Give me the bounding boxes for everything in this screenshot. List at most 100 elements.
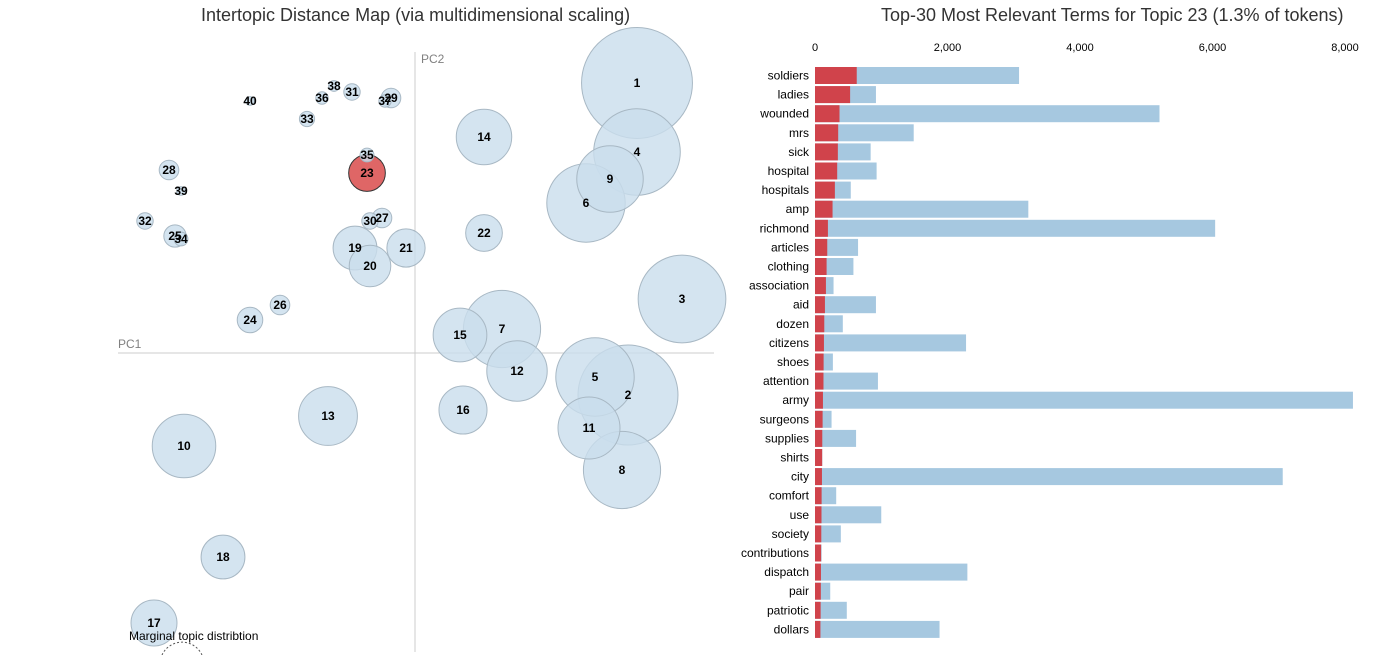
topic-bubble-label-29: 29 <box>384 91 398 105</box>
overall-bar-attention <box>815 372 878 390</box>
term-labels[interactable]: soldiers ladies wounded mrs sick hospital hosp… <box>741 69 810 637</box>
overall-bar-association <box>815 277 834 295</box>
topic-bubble-30[interactable] <box>361 212 379 230</box>
topic-bubble-16[interactable] <box>438 385 488 435</box>
term-label-ladies[interactable]: ladies <box>778 88 809 102</box>
term-label-dispatch[interactable]: dispatch <box>764 565 809 579</box>
topic-bubble-33[interactable] <box>298 110 316 128</box>
topic-bar-mrs <box>815 124 839 142</box>
topic-bubble-label-5: 5 <box>592 370 599 384</box>
intertopic-distance-map[interactable]: PC1 PC2 12345678910111213141516171819202… <box>0 0 727 655</box>
topic-bar-clothing <box>815 258 827 275</box>
topic-bubble-31[interactable] <box>343 83 361 101</box>
topic-bubbles[interactable] <box>130 27 727 647</box>
topic-bubble-18[interactable] <box>200 534 246 580</box>
topic-bubble-label-22: 22 <box>477 226 491 240</box>
term-label-hospitals[interactable]: hospitals <box>762 183 809 197</box>
topic-bubble-label-17: 17 <box>147 616 161 630</box>
term-label-mrs[interactable]: mrs <box>789 126 809 140</box>
overall-bar-shirts <box>815 449 823 466</box>
topic-bubble-13[interactable] <box>298 386 358 446</box>
x-tick-label: 4,000 <box>1066 42 1094 54</box>
topic-bubble-12[interactable] <box>486 340 548 402</box>
term-label-aid[interactable]: aid <box>793 298 809 312</box>
topic-bubble-34[interactable] <box>173 231 189 247</box>
term-label-citizens[interactable]: citizens <box>769 336 809 350</box>
pc1-axis-label: PC1 <box>118 337 142 351</box>
topic-bubble-38[interactable] <box>328 80 340 92</box>
topic-bubble-label-31: 31 <box>345 85 359 99</box>
term-label-surgeons[interactable]: surgeons <box>760 412 809 426</box>
topic-bubble-label-4: 4 <box>634 145 641 159</box>
topic-bubble-label-30: 30 <box>363 214 377 228</box>
topic-bar-richmond <box>815 219 828 237</box>
topic-bubble-label-35: 35 <box>360 148 374 162</box>
topic-bubble-32[interactable] <box>136 212 154 230</box>
term-label-pair[interactable]: pair <box>789 584 809 598</box>
topic-bubble-label-21: 21 <box>399 241 413 255</box>
overall-bar-hospitals <box>815 181 851 199</box>
term-label-city[interactable]: city <box>791 470 809 484</box>
topic-bubble-28[interactable] <box>158 159 180 181</box>
topic-bubble-label-39: 39 <box>174 184 188 198</box>
pc2-axis-label: PC2 <box>421 52 445 66</box>
topic-bubble-label-2: 2 <box>625 388 632 402</box>
term-label-supplies[interactable]: supplies <box>765 431 809 445</box>
x-tick-label: 0 <box>812 42 818 54</box>
overall-bar-clothing <box>815 258 854 275</box>
topic-bubble-label-23: 23 <box>360 166 374 180</box>
term-label-shirts[interactable]: shirts <box>780 451 809 465</box>
term-label-patriotic[interactable]: patriotic <box>767 603 809 617</box>
overall-bar-dollars <box>815 620 940 638</box>
term-label-richmond[interactable]: richmond <box>760 221 809 235</box>
overall-bar-amp <box>815 200 1029 218</box>
topic-bubble-24[interactable] <box>236 306 264 334</box>
topic-bar-comfort <box>815 487 822 505</box>
term-label-wounded[interactable]: wounded <box>759 107 809 121</box>
topic-bubble-21[interactable] <box>386 228 426 268</box>
term-label-association[interactable]: association <box>749 279 809 293</box>
term-label-use[interactable]: use <box>790 508 810 522</box>
term-label-society[interactable]: society <box>772 527 809 541</box>
topic-bubble-22[interactable] <box>465 214 503 252</box>
overall-bar-surgeons <box>815 410 832 428</box>
topic-bubble-label-33: 33 <box>300 112 314 126</box>
topic-bubble-14[interactable] <box>455 108 513 166</box>
topic-bubble-label-9: 9 <box>607 172 614 186</box>
topic-bubble-26[interactable] <box>269 294 291 316</box>
term-label-amp[interactable]: amp <box>786 202 810 216</box>
term-label-dozen[interactable]: dozen <box>776 317 809 331</box>
term-label-soldiers[interactable]: soldiers <box>768 69 809 83</box>
term-label-attention[interactable]: attention <box>763 374 809 388</box>
term-label-shoes[interactable]: shoes <box>777 355 809 369</box>
overall-bar-sick <box>815 143 871 161</box>
term-label-comfort[interactable]: comfort <box>769 489 810 503</box>
topic-bubble-10[interactable] <box>151 413 217 479</box>
topic-bubble-9[interactable] <box>576 145 644 213</box>
term-label-sick[interactable]: sick <box>788 145 810 159</box>
term-label-articles[interactable]: articles <box>771 240 809 254</box>
topic-bubble-label-26: 26 <box>273 298 287 312</box>
topic-bubble-39[interactable] <box>176 186 186 196</box>
topic-bubble-17[interactable] <box>130 599 178 647</box>
topic-bubble-40[interactable] <box>245 96 255 106</box>
topic-bar-soldiers <box>815 67 857 84</box>
topic-bubble-15[interactable] <box>432 307 488 363</box>
topic-bubble-label-15: 15 <box>453 328 467 342</box>
term-label-clothing[interactable]: clothing <box>768 260 809 274</box>
topic-bubble-label-37: 37 <box>378 94 392 108</box>
topic-bubble-35[interactable] <box>359 147 375 163</box>
topic-bubble-label-12: 12 <box>510 364 524 378</box>
topic-bar-hospitals <box>815 181 835 199</box>
term-label-army[interactable]: army <box>782 393 809 407</box>
topic-bubble-37[interactable] <box>378 94 392 108</box>
topic-bubble-3[interactable] <box>637 254 727 344</box>
overall-bar-hospital <box>815 162 877 180</box>
term-label-contributions[interactable]: contributions <box>741 546 809 560</box>
term-label-hospital[interactable]: hospital <box>768 164 809 178</box>
topic-bubble-36[interactable] <box>315 91 329 105</box>
topic-bar-aid <box>815 296 825 314</box>
topic-bubble-11[interactable] <box>557 396 621 460</box>
term-label-dollars[interactable]: dollars <box>774 622 809 636</box>
topic-bubble-20[interactable] <box>348 244 392 288</box>
